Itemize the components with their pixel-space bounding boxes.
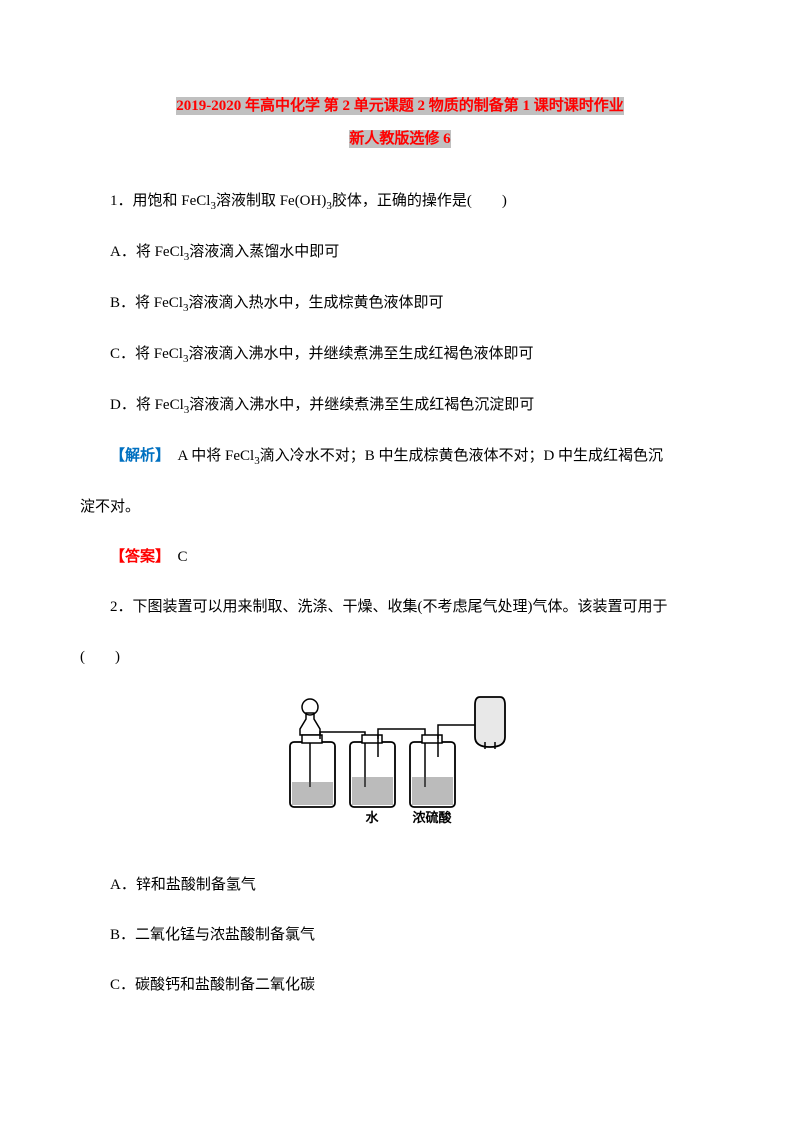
analysis-post: 滴入冷水不对；B 中生成棕黄色液体不对；D 中生成红褐色沉	[260, 448, 663, 464]
q1-a-post: 溶液滴入蒸馏水中即可	[189, 244, 339, 260]
answer-label: 【答案】	[110, 549, 163, 565]
apparatus-diagram-icon: 水 浓硫酸	[270, 687, 530, 837]
q1-d-post: 溶液滴入沸水中，并继续煮沸至生成红褐色沉淀即可	[189, 397, 534, 413]
q1-d-pre: D．将 FeCl	[110, 397, 184, 413]
title-hl-5: 6	[443, 130, 451, 148]
title-plain-5: 新人教版选修	[349, 130, 443, 148]
apparatus-figure: 水 浓硫酸	[80, 687, 720, 845]
title-hl-4: 1	[523, 97, 531, 115]
q1-a-pre: A．将 FeCl	[110, 244, 184, 260]
q1-analysis-line1: 【解析】 A 中将 FeCl3滴入冷水不对；B 中生成棕黄色液体不对；D 中生成…	[80, 441, 720, 472]
q1-answer: 【答案】 C	[80, 542, 720, 572]
q1-b-pre: B．将 FeCl	[110, 295, 183, 311]
title-line-1: 2019-2020 年高中化学 第 2 单元课题 2 物质的制备第 1 课时课时…	[80, 90, 720, 123]
title-plain-2: 单元课题	[350, 97, 418, 115]
q1-stem-pre: 1．用饱和 FeCl	[110, 193, 210, 209]
q1-c-pre: C．将 FeCl	[110, 346, 183, 362]
q1-stem: 1．用饱和 FeCl3溶液制取 Fe(OH)3胶体，正确的操作是( )	[80, 186, 720, 217]
q1-stem-post: 胶体，正确的操作是( )	[332, 193, 507, 209]
analysis-pre: A 中将 FeCl	[163, 448, 255, 464]
document-title: 2019-2020 年高中化学 第 2 单元课题 2 物质的制备第 1 课时课时…	[80, 90, 720, 156]
label-acid: 浓硫酸	[412, 810, 452, 825]
title-hl-1: 2019-2020	[176, 97, 241, 115]
analysis-label: 【解析】	[110, 448, 163, 464]
q1-analysis-line2: 淀不对。	[80, 492, 720, 522]
q1-option-a: A．将 FeCl3溶液滴入蒸馏水中即可	[80, 237, 720, 268]
title-hl-2: 2	[342, 97, 350, 115]
title-hl-3: 2	[418, 97, 426, 115]
q2-option-b: B．二氧化锰与浓盐酸制备氯气	[80, 920, 720, 950]
q2-stem-line1: 2．下图装置可以用来制取、洗涤、干燥、收集(不考虑尾气处理)气体。该装置可用于	[80, 592, 720, 622]
answer-text: C	[163, 549, 188, 565]
q2-option-c: C．碳酸钙和盐酸制备二氧化碳	[80, 970, 720, 1000]
title-plain-4: 课时课时作业	[530, 97, 624, 115]
q1-option-d: D．将 FeCl3溶液滴入沸水中，并继续煮沸至生成红褐色沉淀即可	[80, 390, 720, 421]
title-line-2: 新人教版选修 6	[80, 123, 720, 156]
q1-option-c: C．将 FeCl3溶液滴入沸水中，并继续煮沸至生成红褐色液体即可	[80, 339, 720, 370]
q1-b-post: 溶液滴入热水中，生成棕黄色液体即可	[188, 295, 443, 311]
title-plain-3: 物质的制备第	[425, 97, 523, 115]
q2-stem-line2: ( )	[80, 642, 720, 672]
label-water: 水	[365, 810, 379, 825]
title-plain-1: 年高中化学 第	[241, 97, 342, 115]
q1-c-post: 溶液滴入沸水中，并继续煮沸至生成红褐色液体即可	[188, 346, 533, 362]
q2-option-a: A．锌和盐酸制备氢气	[80, 870, 720, 900]
q1-option-b: B．将 FeCl3溶液滴入热水中，生成棕黄色液体即可	[80, 288, 720, 319]
q1-stem-mid: 溶液制取 Fe(OH)	[216, 193, 326, 209]
